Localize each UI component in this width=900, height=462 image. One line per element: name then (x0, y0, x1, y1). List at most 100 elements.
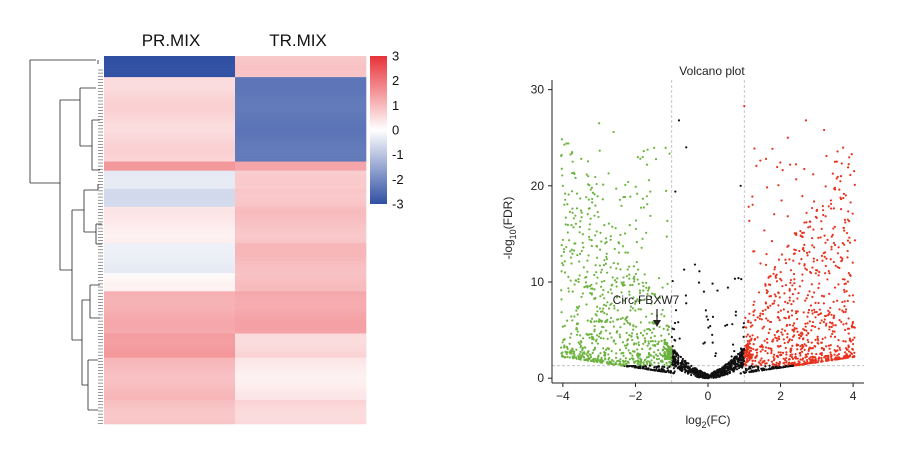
heatmap-cell (235, 297, 367, 301)
volcano-point (645, 163, 649, 166)
volcano-point (826, 354, 829, 357)
volcano-point (851, 348, 854, 351)
volcano-point (639, 331, 643, 335)
heatmap-cell (104, 68, 236, 72)
volcano-point (752, 303, 755, 306)
volcano-point (799, 348, 803, 351)
volcano-point (724, 371, 728, 374)
volcano-point (794, 233, 798, 236)
heatmap-cell (104, 74, 236, 78)
heatmap-cell (104, 116, 236, 120)
volcano-point (791, 357, 795, 360)
y-tick-label: 0 (537, 371, 544, 385)
volcano-point (810, 309, 814, 312)
volcano-point (566, 203, 569, 206)
volcano-point (843, 243, 846, 246)
volcano-point (806, 352, 810, 355)
volcano-point (697, 281, 701, 284)
volcano-point (811, 324, 814, 328)
volcano-point (614, 356, 618, 359)
volcano-point (625, 319, 628, 322)
volcano-point (586, 212, 589, 216)
volcano-point (571, 211, 574, 214)
volcano-point (591, 337, 594, 341)
volcano-point (777, 335, 781, 338)
heatmap-cell (104, 258, 236, 262)
volcano-point (599, 231, 602, 234)
volcano-point (579, 209, 583, 212)
volcano-point (773, 353, 776, 356)
volcano-point (801, 279, 804, 282)
volcano-point (793, 282, 796, 285)
volcano-point (562, 250, 566, 254)
volcano-point (794, 312, 798, 315)
volcano-point (849, 173, 852, 177)
volcano-point (836, 299, 839, 302)
volcano-point (560, 254, 563, 258)
volcano-point (614, 227, 617, 230)
volcano-point (663, 338, 667, 341)
volcano-point (772, 359, 775, 362)
volcano-point (729, 359, 732, 362)
volcano-point (666, 364, 669, 367)
volcano-point (636, 278, 639, 281)
heatmap-cell (235, 194, 367, 199)
volcano-point (853, 336, 856, 339)
volcano-point (595, 182, 598, 186)
volcano-point (815, 310, 818, 314)
volcano-point (580, 157, 583, 160)
volcano-point (767, 276, 770, 279)
volcano-point (822, 295, 826, 298)
volcano-point (630, 335, 633, 338)
volcano-point (761, 367, 765, 370)
volcano-point (833, 286, 837, 289)
volcano-point (568, 356, 572, 359)
volcano-point (841, 309, 844, 312)
volcano-point (763, 339, 766, 342)
volcano-point (604, 353, 607, 357)
volcano-point (606, 362, 609, 365)
volcano-point (641, 197, 645, 200)
volcano-point (776, 339, 779, 342)
volcano-point (586, 270, 589, 273)
volcano-point (566, 346, 569, 349)
volcano-point (833, 358, 836, 361)
volcano-point (782, 308, 785, 311)
volcano-point (601, 198, 604, 201)
volcano-point (711, 341, 714, 344)
volcano-point (621, 359, 625, 362)
x-tick-label: −4 (556, 389, 570, 403)
volcano-point (713, 374, 716, 377)
volcano-point (608, 332, 612, 335)
volcano-point (734, 310, 738, 313)
heatmap-cell (104, 170, 236, 174)
volcano-point (762, 360, 765, 363)
volcano-point (810, 352, 814, 355)
volcano-point (816, 337, 819, 340)
volcano-point (846, 299, 849, 303)
volcano-point (698, 270, 701, 273)
volcano-point (811, 266, 814, 269)
volcano-point (655, 358, 659, 361)
volcano-point (825, 314, 828, 317)
volcano-point (780, 253, 784, 256)
volcano-point (783, 358, 787, 361)
volcano-point (581, 233, 584, 236)
volcano-point (791, 344, 794, 347)
volcano-point (852, 326, 855, 329)
volcano-point (566, 355, 569, 358)
volcano-point (829, 353, 833, 356)
volcano-point (758, 314, 762, 317)
volcano-point (624, 357, 627, 360)
heatmap-cell (235, 230, 367, 235)
volcano-point (636, 348, 639, 351)
volcano-point (579, 252, 582, 256)
volcano-point (852, 355, 856, 358)
volcano-point (777, 362, 780, 365)
volcano-point (773, 268, 776, 271)
volcano-point (604, 262, 607, 265)
volcano-point (822, 302, 825, 305)
volcano-point (590, 333, 593, 336)
volcano-point (804, 325, 807, 328)
